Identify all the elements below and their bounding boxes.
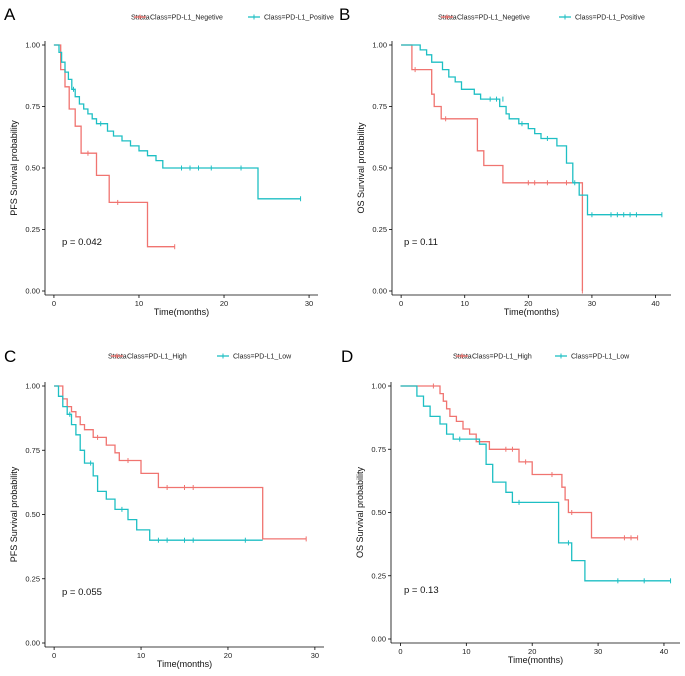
x-tick-label: 30 — [305, 299, 313, 308]
x-tick-label: 10 — [461, 299, 469, 308]
legend-entry: Class=PD-L1_Low — [233, 354, 292, 361]
survival-curve — [401, 44, 662, 216]
x-axis-title: Time(months) — [154, 307, 209, 317]
x-tick-label: 30 — [594, 647, 602, 656]
x-tick-label: 10 — [462, 647, 470, 656]
p-value-label: p = 0.055 — [62, 587, 102, 598]
x-tick-label: 0 — [398, 647, 402, 656]
km-panel-d: DStrataClass=PD-L1_HighClass=PD-L1_Low0.… — [341, 347, 680, 665]
x-tick-label: 10 — [137, 651, 145, 660]
legend-entry: Class=PD-L1_Negetive — [150, 15, 223, 22]
panel-letter: D — [341, 347, 353, 366]
legend-entry: Class=PD-L1_Low — [571, 354, 630, 361]
y-tick-label: 0.75 — [372, 102, 387, 111]
survival-curve — [54, 385, 263, 541]
y-tick-label: 0.00 — [371, 635, 386, 644]
x-tick-label: 0 — [52, 651, 56, 660]
y-tick-label: 0.25 — [25, 225, 40, 234]
y-tick-label: 0.50 — [372, 164, 387, 173]
y-tick-label: 0.25 — [371, 571, 386, 580]
y-tick-label: 1.00 — [25, 41, 40, 50]
y-tick-label: 1.00 — [371, 382, 386, 391]
x-tick-label: 30 — [588, 299, 596, 308]
x-tick-label: 0 — [399, 299, 403, 308]
x-tick-label: 20 — [528, 647, 536, 656]
x-tick-label: 30 — [311, 651, 319, 660]
y-tick-label: 1.00 — [25, 382, 40, 391]
km-panel-c: CStrataClass=PD-L1_HighClass=PD-L1_Low0.… — [4, 347, 324, 669]
x-tick-label: 20 — [224, 651, 232, 660]
p-value-label: p = 0.11 — [404, 237, 438, 248]
km-panel-b: BStrataClass=PD-L1_NegetiveClass=PD-L1_P… — [339, 5, 671, 317]
y-tick-label: 0.00 — [25, 639, 40, 648]
x-tick-label: 10 — [135, 299, 143, 308]
legend-entry: Class=PD-L1_High — [127, 354, 187, 361]
x-tick-label: 0 — [52, 299, 56, 308]
x-tick-label: 40 — [660, 647, 668, 656]
x-tick-label: 20 — [524, 299, 532, 308]
y-tick-label: 0.50 — [371, 508, 386, 517]
y-tick-label: 0.25 — [25, 574, 40, 583]
y-tick-label: 1.00 — [372, 41, 387, 50]
x-axis-title: Time(months) — [504, 307, 559, 317]
survival-curve — [53, 44, 301, 200]
p-value-label: p = 0.042 — [62, 237, 102, 248]
survival-curve — [53, 44, 175, 248]
legend-entry: Class=PD-L1_Positive — [264, 15, 334, 22]
survival-curve — [400, 385, 671, 582]
panel-letter: C — [4, 347, 16, 366]
legend-entry: Class=PD-L1_High — [472, 354, 532, 361]
survival-curve — [400, 385, 638, 539]
y-axis-title: PFS Survival probability — [9, 120, 19, 216]
survival-curve — [54, 385, 307, 540]
y-tick-label: 0.00 — [25, 287, 40, 296]
y-tick-label: 0.75 — [25, 102, 40, 111]
y-axis-title: PFS Survival probability — [9, 466, 19, 562]
y-tick-label: 0.75 — [25, 446, 40, 455]
y-tick-label: 0.50 — [25, 510, 40, 519]
y-axis-title: OS Survival probability — [356, 122, 366, 214]
panel-letter: B — [339, 5, 350, 24]
legend-entry: Class=PD-L1_Negetive — [457, 15, 530, 22]
panel-letter: A — [4, 5, 16, 24]
x-axis-title: Time(months) — [508, 655, 563, 665]
y-tick-label: 0.25 — [372, 225, 387, 234]
x-axis-title: Time(months) — [157, 659, 212, 669]
y-tick-label: 0.75 — [371, 445, 386, 454]
p-value-label: p = 0.13 — [404, 585, 439, 596]
legend-entry: Class=PD-L1_Positive — [575, 15, 645, 22]
y-tick-label: 0.00 — [372, 287, 387, 296]
y-axis-title: OS Survival probability — [355, 466, 365, 558]
y-tick-label: 0.50 — [25, 164, 40, 173]
x-tick-label: 20 — [220, 299, 228, 308]
survival-curve — [401, 44, 584, 291]
x-tick-label: 40 — [651, 299, 659, 308]
km-panel-a: AStrataClass=PD-L1_NegetiveClass=PD-L1_P… — [4, 5, 334, 317]
